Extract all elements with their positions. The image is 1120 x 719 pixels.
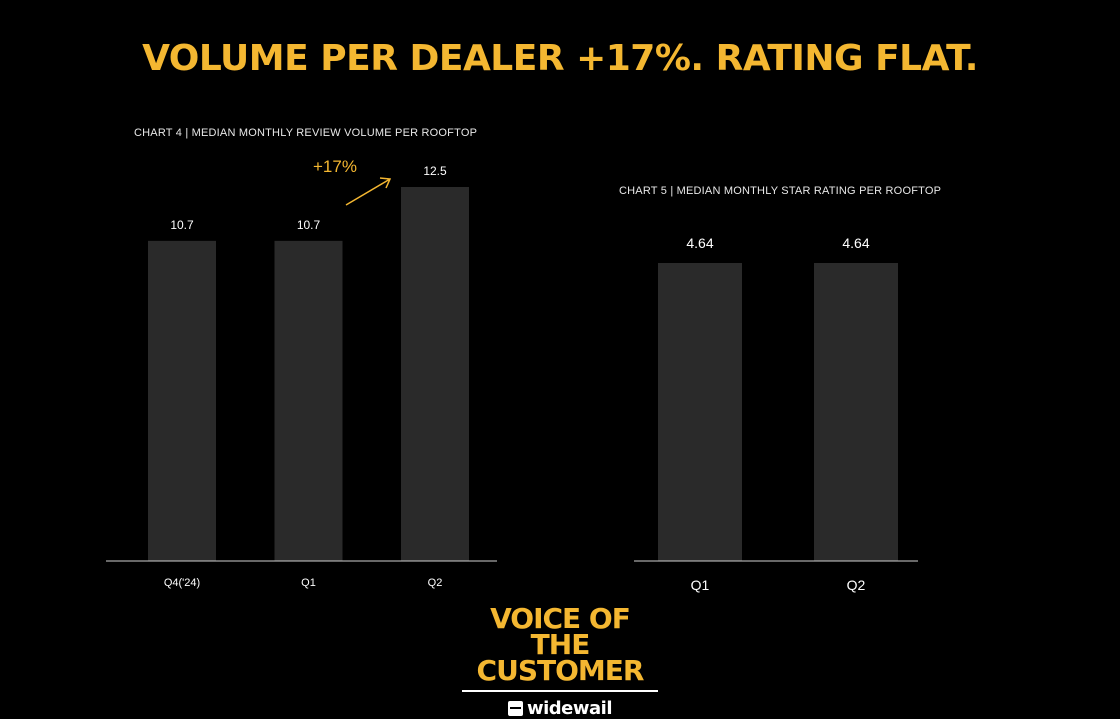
bar-0-0 — [148, 240, 216, 561]
value-label-1-1: 4.64 — [842, 235, 869, 251]
category-label-0-2: Q2 — [428, 577, 443, 589]
chart-rating-title: CHART 5 | MEDIAN MONTHLY STAR RATING PER… — [619, 185, 941, 197]
value-label-0-1: 10.7 — [297, 218, 321, 232]
chart-volume: CHART 4 | MEDIAN MONTHLY REVIEW VOLUME P… — [106, 127, 497, 589]
category-label-1-1: Q2 — [847, 577, 866, 593]
bar-0-2 — [401, 187, 469, 561]
value-label-0-0: 10.7 — [170, 218, 194, 232]
widewail-logo-icon — [507, 701, 523, 716]
category-label-1-0: Q1 — [691, 577, 710, 593]
value-label-0-2: 12.5 — [423, 164, 447, 178]
bar-0-1 — [274, 240, 343, 561]
bar-1-0 — [658, 263, 742, 561]
widewail-logo: widewail — [460, 698, 660, 719]
brand-title-line2: CUSTOMER — [476, 654, 645, 687]
brand-title-line1: VOICE OF THE — [490, 602, 631, 661]
widewail-wordmark: widewail — [526, 698, 613, 719]
page-headline: VOLUME PER DEALER +17%. RATING FLAT. — [142, 38, 978, 79]
category-label-0-1: Q1 — [301, 577, 316, 589]
chart-volume-growth-annotation: +17% — [313, 157, 392, 206]
category-label-0-0: Q4('24) — [164, 577, 200, 589]
brand-divider — [462, 690, 658, 692]
growth-arrow-icon — [345, 178, 391, 206]
value-label-1-0: 4.64 — [686, 235, 713, 251]
growth-arrowhead-icon — [379, 177, 392, 189]
voice-of-the-customer-logo: VOICE OF THE CUSTOMER widewail — [460, 602, 660, 719]
bar-1-1 — [814, 263, 898, 561]
growth-annotation-label: +17% — [313, 157, 357, 176]
chart-volume-title: CHART 4 | MEDIAN MONTHLY REVIEW VOLUME P… — [134, 127, 477, 139]
chart-rating: CHART 5 | MEDIAN MONTHLY STAR RATING PER… — [619, 185, 941, 593]
